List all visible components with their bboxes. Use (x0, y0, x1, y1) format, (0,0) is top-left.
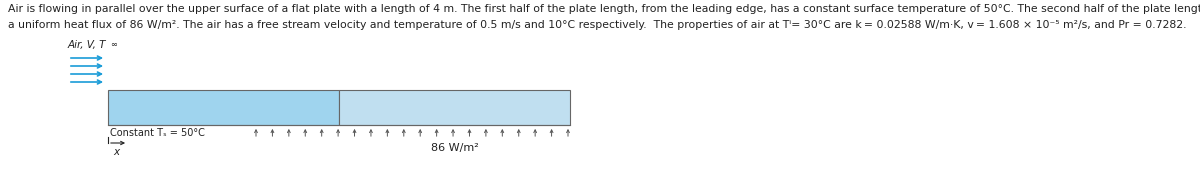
Text: Constant Tₛ = 50°C: Constant Tₛ = 50°C (110, 128, 205, 138)
Text: Air is flowing in parallel over the upper surface of a flat plate with a length : Air is flowing in parallel over the uppe… (8, 4, 1200, 14)
Text: ∞: ∞ (110, 40, 118, 49)
Text: Air, V, T: Air, V, T (68, 40, 107, 50)
Text: a uniform heat flux of 86 W/m². The air has a free stream velocity and temperatu: a uniform heat flux of 86 W/m². The air … (8, 20, 1187, 30)
Text: x: x (113, 147, 119, 157)
Bar (340, 90, 570, 125)
Bar (108, 90, 340, 125)
Text: 86 W/m²: 86 W/m² (431, 143, 479, 153)
